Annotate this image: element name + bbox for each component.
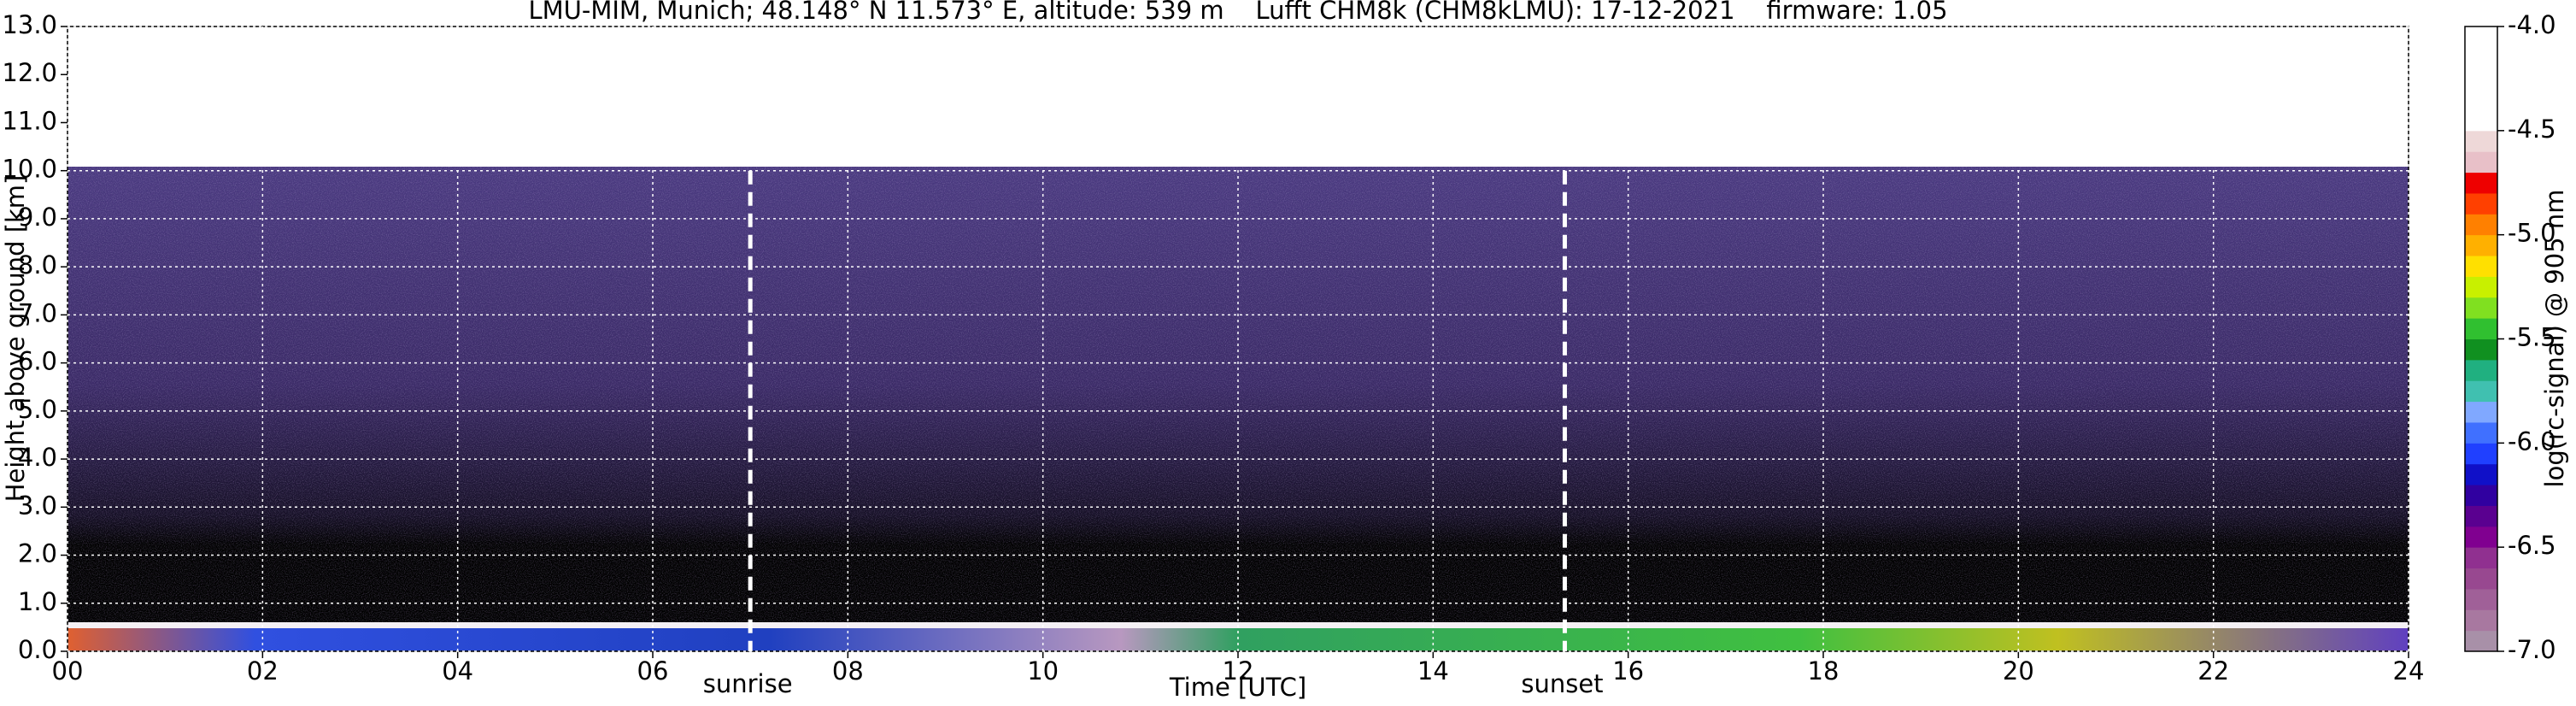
colorbar-tick-label: -6.0 — [2508, 427, 2556, 456]
colorbar-label: log(rc-signal) @ 905 nm — [2540, 190, 2569, 488]
colorbar-band — [2465, 526, 2497, 548]
y-tick-label: 13.0 — [2, 10, 57, 39]
colorbar-tick-label: -4.5 — [2508, 115, 2556, 144]
colorbar-band — [2465, 318, 2497, 339]
x-tick-label: 22 — [2198, 656, 2229, 685]
y-tick-label: 9.0 — [18, 203, 57, 232]
x-tick-label: 00 — [52, 656, 84, 685]
colorbar-band — [2465, 192, 2497, 215]
colorbar-band — [2465, 630, 2497, 652]
colorbar-band — [2465, 359, 2497, 381]
y-tick-label: 5.0 — [18, 395, 57, 424]
y-tick-label: 10.0 — [2, 155, 57, 184]
colorbar-band — [2465, 485, 2497, 506]
colorbar-band — [2465, 401, 2497, 423]
x-tick-label: 08 — [832, 656, 864, 685]
chart-title: LMU-MIM, Munich; 48.148° N 11.573° E, al… — [528, 0, 1947, 25]
colorbar-tick-label: -5.0 — [2508, 219, 2556, 248]
y-tick-label: 1.0 — [18, 587, 57, 616]
y-tick-label: 6.0 — [18, 347, 57, 376]
colorbar-band — [2465, 443, 2497, 465]
y-tick-label: 11.0 — [2, 106, 57, 135]
x-tick-label: 14 — [1417, 656, 1449, 685]
x-tick-label: 06 — [637, 656, 669, 685]
colorbar-band — [2465, 130, 2497, 152]
colorbar-band — [2465, 297, 2497, 319]
x-tick-label: 20 — [2003, 656, 2034, 685]
colorbar-band — [2465, 26, 2497, 48]
x-tick-label: 16 — [1612, 656, 1644, 685]
x-tick-label: 18 — [1808, 656, 1840, 685]
colorbar-band — [2465, 151, 2497, 174]
y-tick-label: 8.0 — [18, 250, 57, 279]
y-tick-label: 4.0 — [18, 443, 57, 472]
colorbar-band — [2465, 588, 2497, 610]
colorbar-band — [2465, 89, 2497, 110]
colorbar-band — [2465, 568, 2497, 590]
signal-noise — [67, 167, 2409, 651]
colorbar-band — [2465, 234, 2497, 256]
colorbar-band — [2465, 214, 2497, 236]
x-tick-label: 02 — [247, 656, 279, 685]
y-axis-label: Height above ground [km] — [1, 175, 30, 503]
y-tick-label: 12.0 — [2, 58, 57, 87]
colorbar-band — [2465, 172, 2497, 194]
colorbar-band — [2465, 109, 2497, 132]
colorbar-band — [2465, 421, 2497, 444]
y-tick-label: 3.0 — [18, 491, 57, 520]
plot-area — [67, 167, 2409, 651]
colorbar-tick-label: -7.0 — [2508, 635, 2556, 664]
y-tick-label: 7.0 — [18, 298, 57, 327]
event-label: sunrise — [703, 669, 793, 698]
colorbar-band — [2465, 505, 2497, 527]
colorbar-tick-label: -4.0 — [2508, 10, 2556, 39]
colorbar-band — [2465, 256, 2497, 277]
colorbar-band — [2465, 276, 2497, 298]
colorbar-band — [2465, 68, 2497, 90]
y-tick-label: 2.0 — [18, 539, 57, 568]
x-tick-label: 04 — [442, 656, 473, 685]
colorbar-tick-label: -5.5 — [2508, 323, 2556, 352]
colorbar-tick-label: -6.5 — [2508, 531, 2556, 560]
colorbar-band — [2465, 47, 2497, 69]
event-label: sunset — [1521, 669, 1603, 698]
x-axis-label: Time [UTC] — [1169, 673, 1306, 702]
colorbar-band — [2465, 338, 2497, 361]
colorbar-band — [2465, 463, 2497, 485]
x-tick-label: 12 — [1223, 656, 1254, 685]
colorbar-band — [2465, 380, 2497, 403]
x-tick-label: 10 — [1027, 656, 1059, 685]
x-tick-label: 24 — [2393, 656, 2425, 685]
colorbar-band — [2465, 547, 2497, 569]
colorbar-band — [2465, 609, 2497, 632]
y-tick-label: 0.0 — [18, 635, 57, 664]
